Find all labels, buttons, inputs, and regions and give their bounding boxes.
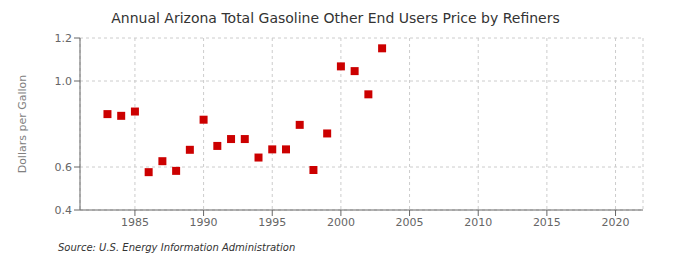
svg-text:0.4: 0.4: [55, 204, 73, 217]
svg-text:2020: 2020: [602, 216, 630, 229]
svg-text:1985: 1985: [121, 216, 149, 229]
svg-text:2010: 2010: [464, 216, 492, 229]
svg-text:2005: 2005: [396, 216, 424, 229]
svg-text:1.2: 1.2: [55, 32, 73, 45]
html-text:Annual Arizona Total Gasoline: Annual Arizona Total Gasoline Other End …: [111, 10, 560, 26]
svg-text:1990: 1990: [190, 216, 218, 229]
svg-text:0.6: 0.6: [55, 161, 73, 174]
svg-text:2015: 2015: [533, 216, 561, 229]
svg-text:Dollars per Gallon: Dollars per Gallon: [16, 75, 29, 174]
html-text:Source: U.S. Energy Informatio: Source: U.S. Energy Information Administ…: [58, 242, 296, 253]
svg-text:1.0: 1.0: [55, 75, 73, 88]
svg-text:1995: 1995: [258, 216, 286, 229]
svg-text:2000: 2000: [327, 216, 355, 229]
